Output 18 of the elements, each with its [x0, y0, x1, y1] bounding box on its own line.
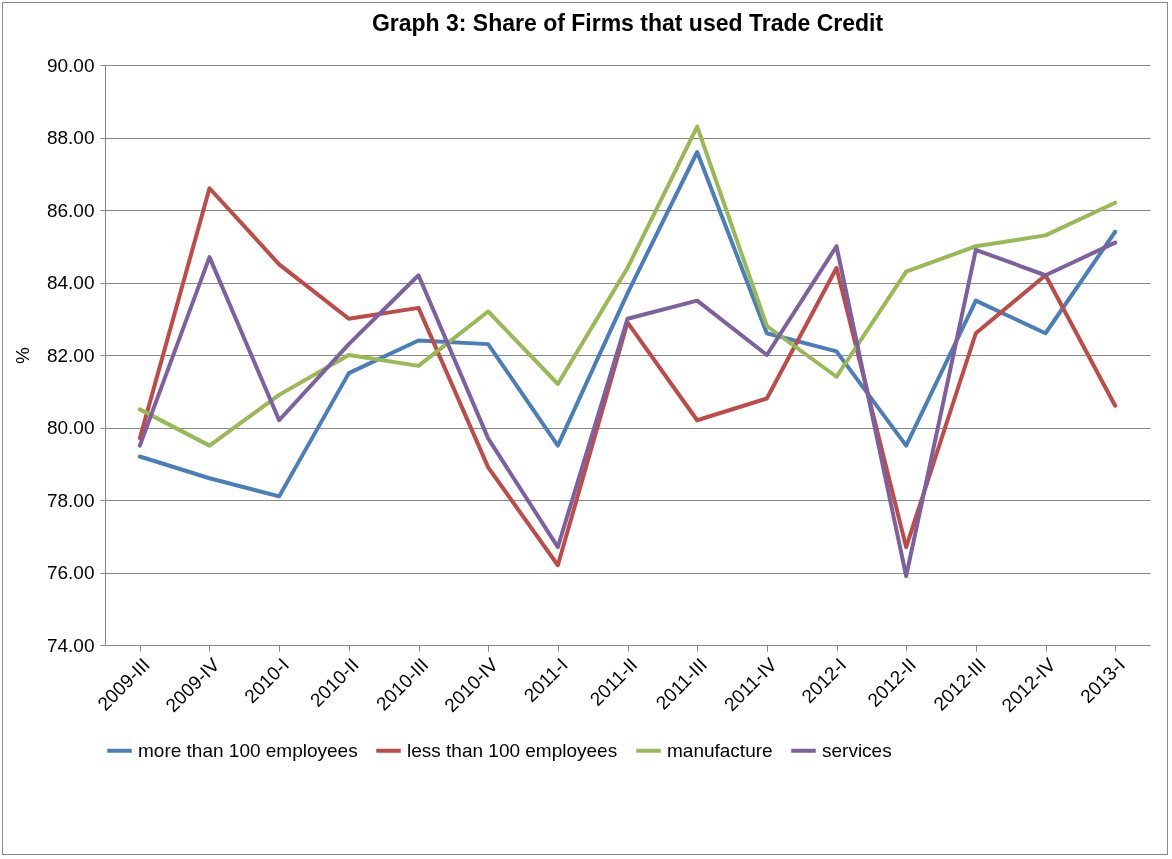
y-tick-label: 80.00	[46, 417, 95, 438]
y-tick-label: 84.00	[46, 272, 95, 293]
y-axis-title: %	[11, 346, 33, 364]
y-tick-label: 78.00	[46, 489, 95, 511]
y-tick-label: 86.00	[46, 199, 95, 221]
y-tick-label: 90.00	[46, 54, 95, 76]
y-tick-label: 88.00	[46, 127, 95, 148]
line-series	[137, 150, 1118, 499]
chart-title: Graph 3: Share of Firms that used Trade Credit	[371, 10, 884, 36]
legend-label: services	[822, 739, 892, 761]
line-series	[137, 240, 1118, 579]
legend-label: more than 100 employees	[138, 739, 358, 761]
y-tick-label: 76.00	[46, 562, 95, 583]
legend-label: less than 100 employees	[407, 739, 618, 761]
y-tick-label: 82.00	[46, 344, 95, 366]
y-tick-label: 74.00	[46, 634, 95, 656]
legend-label: manufacture	[667, 739, 773, 761]
line-series	[137, 124, 1118, 448]
